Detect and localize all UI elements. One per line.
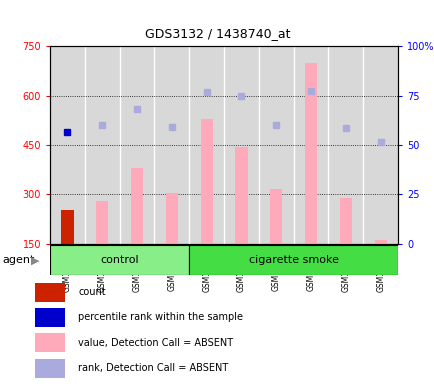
Bar xyxy=(85,46,119,244)
Bar xyxy=(304,63,316,244)
Bar xyxy=(96,201,108,244)
Bar xyxy=(119,46,154,244)
Bar xyxy=(235,147,247,244)
Bar xyxy=(131,168,143,244)
Bar xyxy=(165,193,178,244)
Text: GDS3132 / 1438740_at: GDS3132 / 1438740_at xyxy=(145,27,289,40)
Bar xyxy=(50,245,189,275)
Bar xyxy=(189,245,397,275)
Bar xyxy=(374,240,386,244)
Bar xyxy=(224,46,258,244)
Bar xyxy=(362,46,397,244)
Text: cigarette smoke: cigarette smoke xyxy=(248,255,338,265)
Bar xyxy=(270,189,282,244)
Bar xyxy=(35,359,65,378)
Bar xyxy=(50,46,85,244)
Text: control: control xyxy=(100,255,138,265)
Bar xyxy=(35,308,65,327)
Bar xyxy=(189,46,224,244)
Text: value, Detection Call = ABSENT: value, Detection Call = ABSENT xyxy=(78,338,233,348)
Text: percentile rank within the sample: percentile rank within the sample xyxy=(78,313,243,323)
Bar xyxy=(61,210,73,244)
Bar xyxy=(35,283,65,302)
Text: count: count xyxy=(78,287,106,297)
Bar xyxy=(258,46,293,244)
Text: ▶: ▶ xyxy=(31,255,40,265)
Text: rank, Detection Call = ABSENT: rank, Detection Call = ABSENT xyxy=(78,363,228,373)
Bar xyxy=(293,46,328,244)
Text: agent: agent xyxy=(2,255,34,265)
Bar xyxy=(339,198,351,244)
Bar xyxy=(154,46,189,244)
Bar xyxy=(200,119,212,244)
Bar xyxy=(35,333,65,353)
Bar xyxy=(328,46,362,244)
